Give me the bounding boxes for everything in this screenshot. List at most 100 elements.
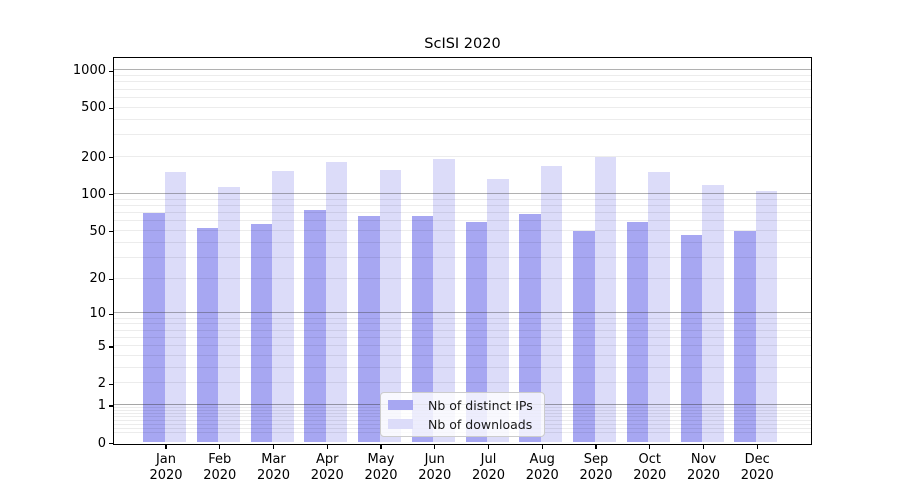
legend-item-downloads: Nb of downloads [388,417,536,432]
x-tick-label: Aug 2020 [525,452,559,483]
gridline-minor [114,88,811,90]
bar-downloads-dec [755,191,778,442]
y-tick-label: 1 [97,398,106,414]
bar-downloads-apr [325,162,348,442]
bar-ips-aug [519,213,541,442]
bar-downloads-mar [272,170,294,442]
gridline-minor [114,256,811,258]
gridline-minor [114,198,811,200]
x-tick-label: Nov 2020 [686,452,721,483]
legend-label-downloads: Nb of downloads [428,416,533,432]
bar-ips-jun [411,215,434,442]
x-tick-mark [219,444,221,450]
y-tick-mark [109,405,114,407]
gridline-minor [114,336,811,338]
bar-ips-dec [734,230,756,442]
x-tick-mark [702,444,705,450]
gridline-minor [114,382,811,384]
y-tick-label: 50 [89,223,106,239]
y-tick-mark [109,107,114,110]
y-tick-mark [109,442,114,445]
bar-ips-oct [626,221,649,442]
x-tick-label: May 2020 [364,452,398,483]
bar-ips-apr [304,209,326,442]
gridline-minor [114,204,811,206]
gridline-major [114,312,811,314]
legend-swatch-ips [388,400,413,410]
bar-downloads-sep [594,156,617,442]
plot-area [113,57,812,445]
gridline-minor [114,118,811,120]
y-tick-mark [109,230,114,233]
gridline-minor [114,317,811,319]
y-tick-label: 200 [81,149,106,165]
y-tick-mark [109,313,114,315]
x-tick-label: Apr 2020 [310,452,344,483]
bar-ips-may [358,215,380,442]
bar-downloads-aug [540,165,563,442]
bar-downloads-jun [433,159,455,442]
gridline-minor [114,323,811,325]
x-tick-mark [756,444,758,450]
y-tick-label: 2 [97,376,106,392]
y-tick-mark [109,194,114,196]
y-tick-label: 1000 [72,63,106,79]
x-tick-mark [272,444,275,450]
y-tick-label: 10 [89,306,106,322]
x-tick-label: Dec 2020 [740,452,774,483]
x-tick-label: Jan 2020 [149,452,183,483]
x-tick-mark [649,444,651,450]
gridline-minor [114,134,811,136]
gridline-minor [114,345,811,347]
y-tick-label: 100 [81,186,106,202]
y-tick-mark [109,278,114,281]
bar-downloads-nov [702,184,724,442]
y-tick-mark [109,70,114,72]
x-tick-label: Feb 2020 [203,452,237,483]
gridline-minor [114,75,811,77]
gridline-minor [114,220,811,222]
legend-label-ips: Nb of distinct IPs [428,397,533,413]
x-tick-mark [165,444,167,450]
bar-ips-jul [465,221,488,442]
bar-ips-sep [573,230,595,442]
x-tick-label: Sep 2020 [579,452,613,483]
bar-downloads-feb [218,186,240,442]
y-tick-label: 20 [89,271,106,287]
chart-title: ScISI 2020 [424,36,501,52]
y-tick-mark [109,346,114,348]
y-tick-label: 5 [97,338,106,354]
gridline-major [114,192,811,194]
gridline-minor [114,106,811,108]
legend: Nb of distinct IPs Nb of downloads [380,392,545,437]
x-tick-mark [326,444,328,450]
y-tick-label: 0 [97,435,106,451]
x-tick-mark [487,444,490,450]
x-tick-mark [595,444,597,450]
gridline-major [114,69,811,71]
gridline-minor [114,277,811,279]
bar-ips-mar [250,223,273,442]
x-tick-label: Jun 2020 [418,452,452,483]
y-tick-label: 500 [81,100,106,116]
gridline-minor [114,81,811,83]
gridline-minor [114,211,811,213]
bar-ips-nov [680,235,703,442]
gridline-minor [114,96,811,98]
gridline-minor [114,366,811,368]
x-tick-label: Oct 2020 [633,452,667,483]
y-tick-mark [109,383,114,385]
gridline-minor [114,354,811,356]
gridline-minor [114,241,811,243]
legend-swatch-downloads [388,419,413,429]
bar-downloads-jan [164,172,187,442]
bar-ips-feb [196,227,219,442]
x-tick-label: Jul 2020 [471,452,506,483]
x-tick-label: Mar 2020 [256,452,291,483]
bar-downloads-oct [648,172,670,442]
gridline-minor [114,155,811,157]
bar-ips-jan [143,212,165,442]
x-tick-mark [380,444,382,450]
x-tick-mark [434,444,436,450]
